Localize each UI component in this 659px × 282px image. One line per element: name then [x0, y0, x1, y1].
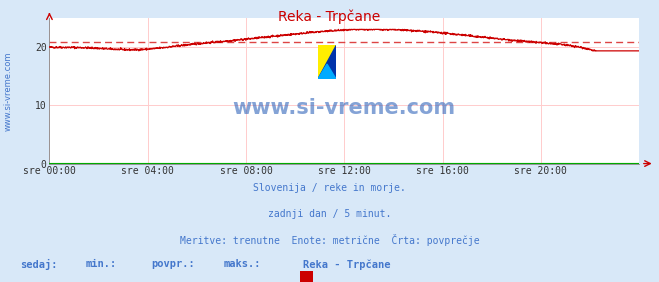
Text: sedaj:: sedaj:	[20, 259, 57, 270]
Text: zadnji dan / 5 minut.: zadnji dan / 5 minut.	[268, 209, 391, 219]
Polygon shape	[318, 45, 336, 79]
Text: Slovenija / reke in morje.: Slovenija / reke in morje.	[253, 183, 406, 193]
Text: Reka - Trpčane: Reka - Trpčane	[278, 10, 381, 24]
Text: povpr.:: povpr.:	[152, 259, 195, 269]
Text: Reka - Trpčane: Reka - Trpčane	[303, 259, 391, 270]
Text: min.:: min.:	[86, 259, 117, 269]
Text: www.si-vreme.com: www.si-vreme.com	[233, 98, 456, 118]
Text: Meritve: trenutne  Enote: metrične  Črta: povprečje: Meritve: trenutne Enote: metrične Črta: …	[180, 234, 479, 246]
Text: maks.:: maks.:	[224, 259, 262, 269]
Polygon shape	[318, 64, 336, 79]
Polygon shape	[318, 45, 336, 79]
Text: www.si-vreme.com: www.si-vreme.com	[3, 51, 13, 131]
